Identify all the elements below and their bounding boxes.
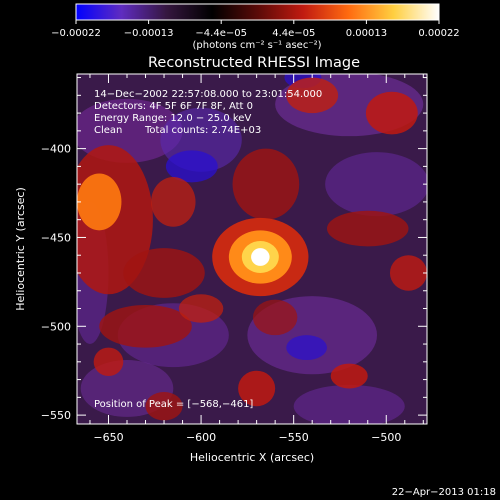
colorbar-fill: [75, 3, 440, 21]
colorbar-tick-label: 0.00013: [346, 28, 387, 39]
plot-frame: [76, 73, 428, 425]
annotation-detectors: Detectors: 4F 5F 6F 7F 8F, Att 0: [94, 101, 253, 112]
colorbar-ticks: [75, 20, 440, 24]
heatmap-feature: [232, 148, 300, 220]
footer-timestamp: 22−Apr−2013 01:18: [392, 487, 496, 498]
heatmap-feature: [252, 299, 298, 336]
y-axis-label: Heliocentric Y (arcsec): [14, 187, 27, 311]
x-tick-label: −650: [93, 431, 123, 444]
heatmap-feature: [93, 347, 124, 377]
heatmap-feature: [365, 91, 418, 135]
heatmap-feature: [251, 248, 270, 266]
y-tick-label: −500: [41, 320, 71, 333]
x-axis-ticks: [89, 74, 424, 424]
x-tick-label: −600: [186, 431, 216, 444]
y-axis-tick-labels: −400 −450 −500 −550: [41, 143, 71, 422]
colorbar-tick-label: −4.4e−05: [195, 28, 247, 39]
heatmap-feature: [327, 210, 409, 247]
annotation-total-counts: Total counts: 2.74E+03: [144, 125, 261, 136]
x-axis-tick-labels: −650 −600 −550 −500: [93, 431, 401, 444]
colorbar-tick-label: 0.00022: [418, 28, 459, 39]
x-tick-label: −500: [371, 431, 401, 444]
colorbar-tick-labels: −0.00022 −0.00013 −4.4e−05 4.4e−05 0.00013 0.…: [51, 28, 460, 39]
annotation-time-range: 14−Dec−2002 22:57:08.000 to 23:01:54.000: [94, 89, 322, 100]
heatmap-feature: [145, 392, 183, 421]
y-tick-label: −400: [41, 143, 71, 156]
heatmap-feature: [293, 384, 405, 424]
y-axis-ticks: [77, 77, 427, 416]
heatmap-feature: [77, 173, 122, 231]
colorbar: −0.00022 −0.00013 −4.4e−05 4.4e−05 0.00013 0.…: [51, 3, 460, 51]
heatmap-feature: [178, 294, 224, 323]
heatmap-feature: [286, 335, 328, 361]
y-tick-label: −450: [41, 231, 71, 244]
heatmap-feature: [389, 255, 427, 291]
heatmap-feature: [286, 77, 339, 114]
annotation-energy-range: Energy Range: 12.0 − 25.0 keV: [94, 113, 251, 124]
heatmap-feature: [238, 370, 276, 407]
colorbar-tick-label: −0.00013: [124, 28, 174, 39]
annotation-peak-position: Position of Peak = [−568,−461]: [94, 399, 253, 410]
heatmap-feature: [330, 363, 368, 389]
y-tick-label: −550: [41, 409, 71, 422]
x-axis-label: Heliocentric X (arcsec): [190, 451, 314, 464]
annotation-algorithm: Clean: [94, 125, 122, 136]
colorbar-unit-label: (photons cm⁻² s⁻¹ asec⁻²): [192, 40, 321, 51]
colorbar-tick-label: 4.4e−05: [272, 28, 315, 39]
heatmap-feature: [99, 304, 192, 348]
heatmap-feature: [151, 177, 196, 227]
heatmap-feature: [123, 248, 205, 298]
x-tick-label: −550: [279, 431, 309, 444]
chart-title: Reconstructed RHESSI Image: [148, 55, 360, 71]
heatmap-feature: [165, 150, 218, 183]
colorbar-tick-label: −0.00022: [51, 28, 101, 39]
heatmap-feature: [325, 152, 427, 217]
